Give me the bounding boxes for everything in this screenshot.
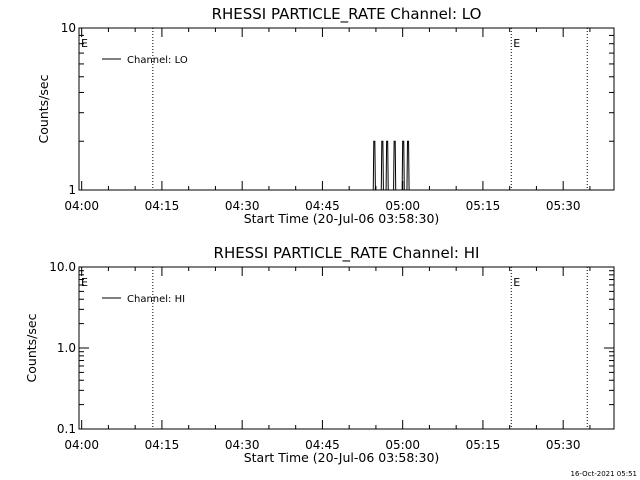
panel-1-y-axis-label: Counts/sec	[36, 74, 51, 143]
panel-1-x-axis-label: Start Time (20-Jul-06 03:58:30)	[244, 211, 440, 226]
panel-2-y-tick-label: 10.0	[49, 260, 76, 274]
panel-1-flag-label: E	[81, 37, 88, 50]
panel-2-title: RHESSI PARTICLE_RATE Channel: HI	[214, 244, 480, 263]
panel-1-y-tick-label: 10	[61, 21, 76, 35]
panel-1-x-tick-label: 04:30	[225, 199, 260, 213]
panel-1-x-tick-label: 04:15	[145, 199, 180, 213]
panel-2-flag-label: E	[81, 276, 88, 289]
panel-2-y-tick-label: 0.1	[57, 422, 76, 436]
panel-2-y-axis-label: Counts/sec	[24, 313, 39, 382]
panel-1-flag-label: E	[513, 37, 520, 50]
panel-1-group: RHESSI PARTICLE_RATE Channel: LO 04:00 04:…	[36, 5, 615, 226]
panel-1-legend-label: Channel: LO	[127, 55, 188, 66]
panel-1-x-tick-label: 04:00	[64, 199, 99, 213]
panel-2-x-tick-label: 04:30	[225, 438, 260, 452]
panel-1-series-line	[372, 140, 410, 191]
panel-2-x-tick-label: 04:45	[305, 438, 340, 452]
panel-1-x-tick-label: 04:45	[305, 199, 340, 213]
panel-2-x-tick-label: 05:15	[466, 438, 501, 452]
panel-1-x-tick-label: 05:30	[546, 199, 581, 213]
panel-1-title: RHESSI PARTICLE_RATE Channel: LO	[212, 5, 482, 24]
panel-2-x-tick-label: 05:30	[546, 438, 581, 452]
generation-timestamp: 16-Oct-2021 05:51	[571, 470, 637, 478]
panel-1-y-tick-label: 1	[68, 183, 76, 197]
panel-2-x-tick-label: 04:15	[145, 438, 180, 452]
panel-2-x-axis-label: Start Time (20-Jul-06 03:58:30)	[244, 450, 440, 465]
panel-2-legend-label: Channel: HI	[127, 294, 185, 305]
panel-2-flag-label: E	[513, 276, 520, 289]
panel-1-plot-frame	[78, 27, 615, 191]
panel-2-x-tick-label: 04:00	[64, 438, 99, 452]
panel-2-group: RHESSI PARTICLE_RATE Channel: HI 04:00 04:…	[24, 244, 615, 465]
panel-2-y-tick-label: 1.0	[57, 341, 76, 355]
panel-1-x-tick-label: 05:15	[466, 199, 501, 213]
panel-1-x-tick-label: 05:00	[385, 199, 420, 213]
panel-2-x-tick-label: 05:00	[385, 438, 420, 452]
